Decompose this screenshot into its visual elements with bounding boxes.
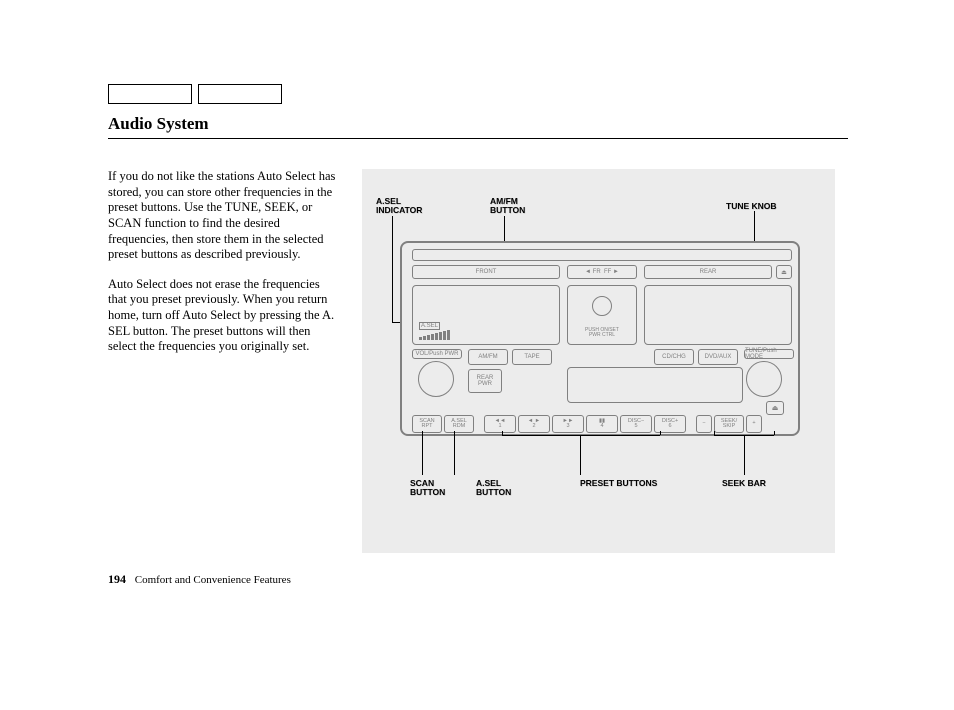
pushset-label: PUSH ON/SET PWR CTRL [585,328,619,338]
preset-4: ▮▮4 [586,415,618,433]
callout-asel-indicator: A.SELINDICATOR [376,197,422,216]
preset-1: ◄◄1 [484,415,516,433]
tunemode-label: TUNE/Push MODE [744,349,794,359]
radio-diagram: A.SELINDICATOR AM/FMBUTTON TUNE KNOB FRO… [362,169,835,553]
page-number: 194 [108,572,126,586]
joystick-icon [592,296,612,316]
front-label-bar: FRONT [412,265,560,279]
paragraph: If you do not like the stations Auto Sel… [108,169,340,263]
header-index-boxes [108,84,848,104]
header-box [198,84,282,104]
cassette-slot [567,367,743,403]
seek-minus: − [696,415,712,433]
preset-3: ►►3 [552,415,584,433]
asel-rdm-button: A.SELRDM [444,415,474,433]
display-right [644,285,792,345]
callout-asel-button: A.SELBUTTON [476,479,511,498]
center-control: PUSH ON/SET PWR CTRL [567,285,637,345]
radio-faceplate: FRONT ◄ FR FF ► REAR ⏏ A.SEL PUSH ON/SET… [400,241,800,436]
callout-tune-knob: TUNE KNOB [726,202,777,211]
callout-amfm-button: AM/FMBUTTON [490,197,525,216]
scan-rpt-button: SCANRPT [412,415,442,433]
eject-top: ⏏ [776,265,792,279]
callout-scan-button: SCANBUTTON [410,479,445,498]
preset-2: ◄ ►2 [518,415,550,433]
preset-button-row: SCANRPT A.SELRDM ◄◄1 ◄ ►2 ►►3 ▮▮4 DISC−5… [412,415,792,433]
asel-indicator-on-display: A.SEL [419,322,440,330]
body-text-column: If you do not like the stations Auto Sel… [108,169,340,553]
rear-pwr-button: REARPWR [468,369,502,393]
rear-label-bar: REAR [644,265,772,279]
tune-knob [746,361,782,397]
amfm-button: AM/FM [468,349,508,365]
page-footer: 194 Comfort and Convenience Features [108,572,291,587]
callout-seek-bar: SEEK BAR [722,479,766,488]
eject-button: ⏏ [766,401,784,415]
volume-knob [418,361,454,397]
tape-button: TAPE [512,349,552,365]
signal-bars-icon [419,330,450,340]
display-left: A.SEL [412,285,560,345]
section-name: Comfort and Convenience Features [135,574,291,586]
paragraph: Auto Select does not erase the frequenci… [108,277,340,355]
fr-ff-bar: ◄ FR FF ► [567,265,637,279]
preset-6: DISC+6 [654,415,686,433]
seek-plus: + [746,415,762,433]
dvdaux-button: DVD/AUX [698,349,738,365]
volpwr-label: VOL/Push PWR [412,349,462,359]
page-title: Audio System [108,114,848,139]
header-box [108,84,192,104]
seek-skip-button: SEEK/SKIP [714,415,744,433]
cd-slot [412,249,792,261]
preset-5: DISC−5 [620,415,652,433]
cdchg-button: CD/CHG [654,349,694,365]
callout-preset-buttons: PRESET BUTTONS [580,479,657,488]
